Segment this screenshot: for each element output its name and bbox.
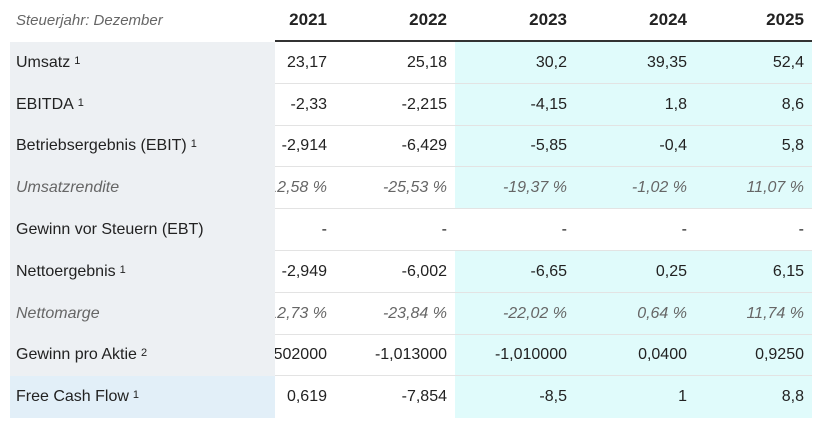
year-header: 2023 [529, 10, 567, 29]
row-rule [275, 124, 812, 126]
footnote-ref: 1 [119, 263, 126, 276]
value-cell: 23,17 [275, 42, 335, 84]
value-cell: -22,02 % [455, 292, 575, 335]
value-cell: -1,02 % [575, 167, 695, 210]
value-cell: 25,18 [335, 42, 455, 84]
value-cell: 0,0400 [575, 334, 695, 377]
row-label: Nettomarge [10, 292, 275, 335]
row-label-text: Betriebsergebnis (EBIT) [16, 137, 187, 155]
row-label-text: Gewinn vor Steuern (EBT) [16, 221, 204, 239]
value-cell: 8,6 [695, 83, 812, 126]
value-cell: -5,85 [455, 125, 575, 168]
row-label-text: Umsatzrendite [16, 179, 120, 197]
value-cell: -12,73 % [275, 292, 335, 335]
value-cell: -25,53 % [335, 167, 455, 210]
value-cell: -6,429 [335, 125, 455, 168]
value-cell: 6,15 [695, 251, 812, 293]
year-header: 2025 [766, 10, 804, 29]
footnote-ref: 1 [132, 389, 140, 402]
row-rule [275, 375, 812, 377]
row-label: Betriebsergebnis (EBIT) 1 [10, 125, 275, 168]
value-cell: - [695, 209, 812, 251]
value-cell: 11,74 % [695, 292, 812, 335]
row-rule [275, 208, 812, 210]
row-label: Nettoergebnis 1 [10, 251, 275, 293]
value-cell: -2,949 [275, 251, 335, 293]
year-header: 2024 [649, 10, 687, 29]
row-label-text: Free Cash Flow [16, 388, 129, 406]
year-header: 2021 [289, 10, 327, 29]
value-cell: 30,2 [455, 42, 575, 84]
value-cell: 0,9250 [695, 334, 812, 377]
row-label: Gewinn vor Steuern (EBT) [10, 209, 275, 251]
row-label-text: Nettoergebnis [16, 262, 116, 280]
value-cell: 1,8 [575, 83, 695, 126]
header-label: Steuerjahr: Dezember [16, 11, 163, 29]
value-cell: -6,002 [335, 251, 455, 293]
value-cell: -0,502000 [275, 334, 335, 377]
row-label-text: Gewinn pro Aktie [16, 346, 137, 364]
year-header: 2022 [409, 10, 447, 29]
value-cell: -0,4 [575, 125, 695, 168]
row-label: Umsatzrendite [10, 167, 275, 210]
footnote-ref: 2 [140, 347, 148, 360]
row-label-text: Nettomarge [16, 304, 100, 322]
row-rule [275, 250, 812, 251]
row-label-text: EBITDA [16, 95, 74, 113]
row-label: EBITDA 1 [10, 83, 275, 126]
footnote-ref: 1 [74, 54, 81, 67]
row-rule [275, 166, 812, 168]
value-cell: 0,619 [275, 376, 335, 419]
row-label: Gewinn pro Aktie 2 [10, 334, 275, 377]
value-cell: 0,64 % [575, 292, 695, 335]
value-cell: -2,33 [275, 83, 335, 126]
value-cell: -8,5 [455, 376, 575, 419]
value-cell: -6,65 [455, 251, 575, 293]
value-cell: -23,84 % [335, 292, 455, 335]
row-label: Free Cash Flow 1 [10, 376, 275, 419]
value-cell: 11,07 % [695, 167, 812, 210]
value-cell: -2,215 [335, 83, 455, 126]
value-cell: -2,914 [275, 125, 335, 168]
value-cell: -4,15 [455, 83, 575, 126]
value-cell: -19,37 % [455, 167, 575, 210]
value-cell: 0,25 [575, 251, 695, 293]
value-cell: 39,35 [575, 42, 695, 84]
row-rule [275, 333, 812, 335]
header-rule [275, 40, 812, 42]
row-label-text: Umsatz [16, 53, 71, 71]
value-cell: 8,8 [695, 376, 812, 419]
row-rule [275, 82, 812, 84]
row-rule [275, 291, 812, 293]
value-cell: -1,013000 [335, 334, 455, 377]
value-cell: 5,8 [695, 125, 812, 168]
row-label: Umsatz 1 [10, 42, 275, 84]
value-cell: - [575, 209, 695, 251]
value-cell: - [335, 209, 455, 251]
value-cell: 52,4 [695, 42, 812, 84]
value-cell: - [275, 209, 335, 251]
value-cell: -7,854 [335, 376, 455, 419]
footnote-ref: 1 [77, 96, 84, 109]
footnote-ref: 1 [190, 138, 197, 151]
value-cell: -1,010000 [455, 334, 575, 377]
value-cell: - [455, 209, 575, 251]
value-cell: -12,58 % [275, 167, 335, 210]
value-cell: 1 [575, 376, 695, 419]
